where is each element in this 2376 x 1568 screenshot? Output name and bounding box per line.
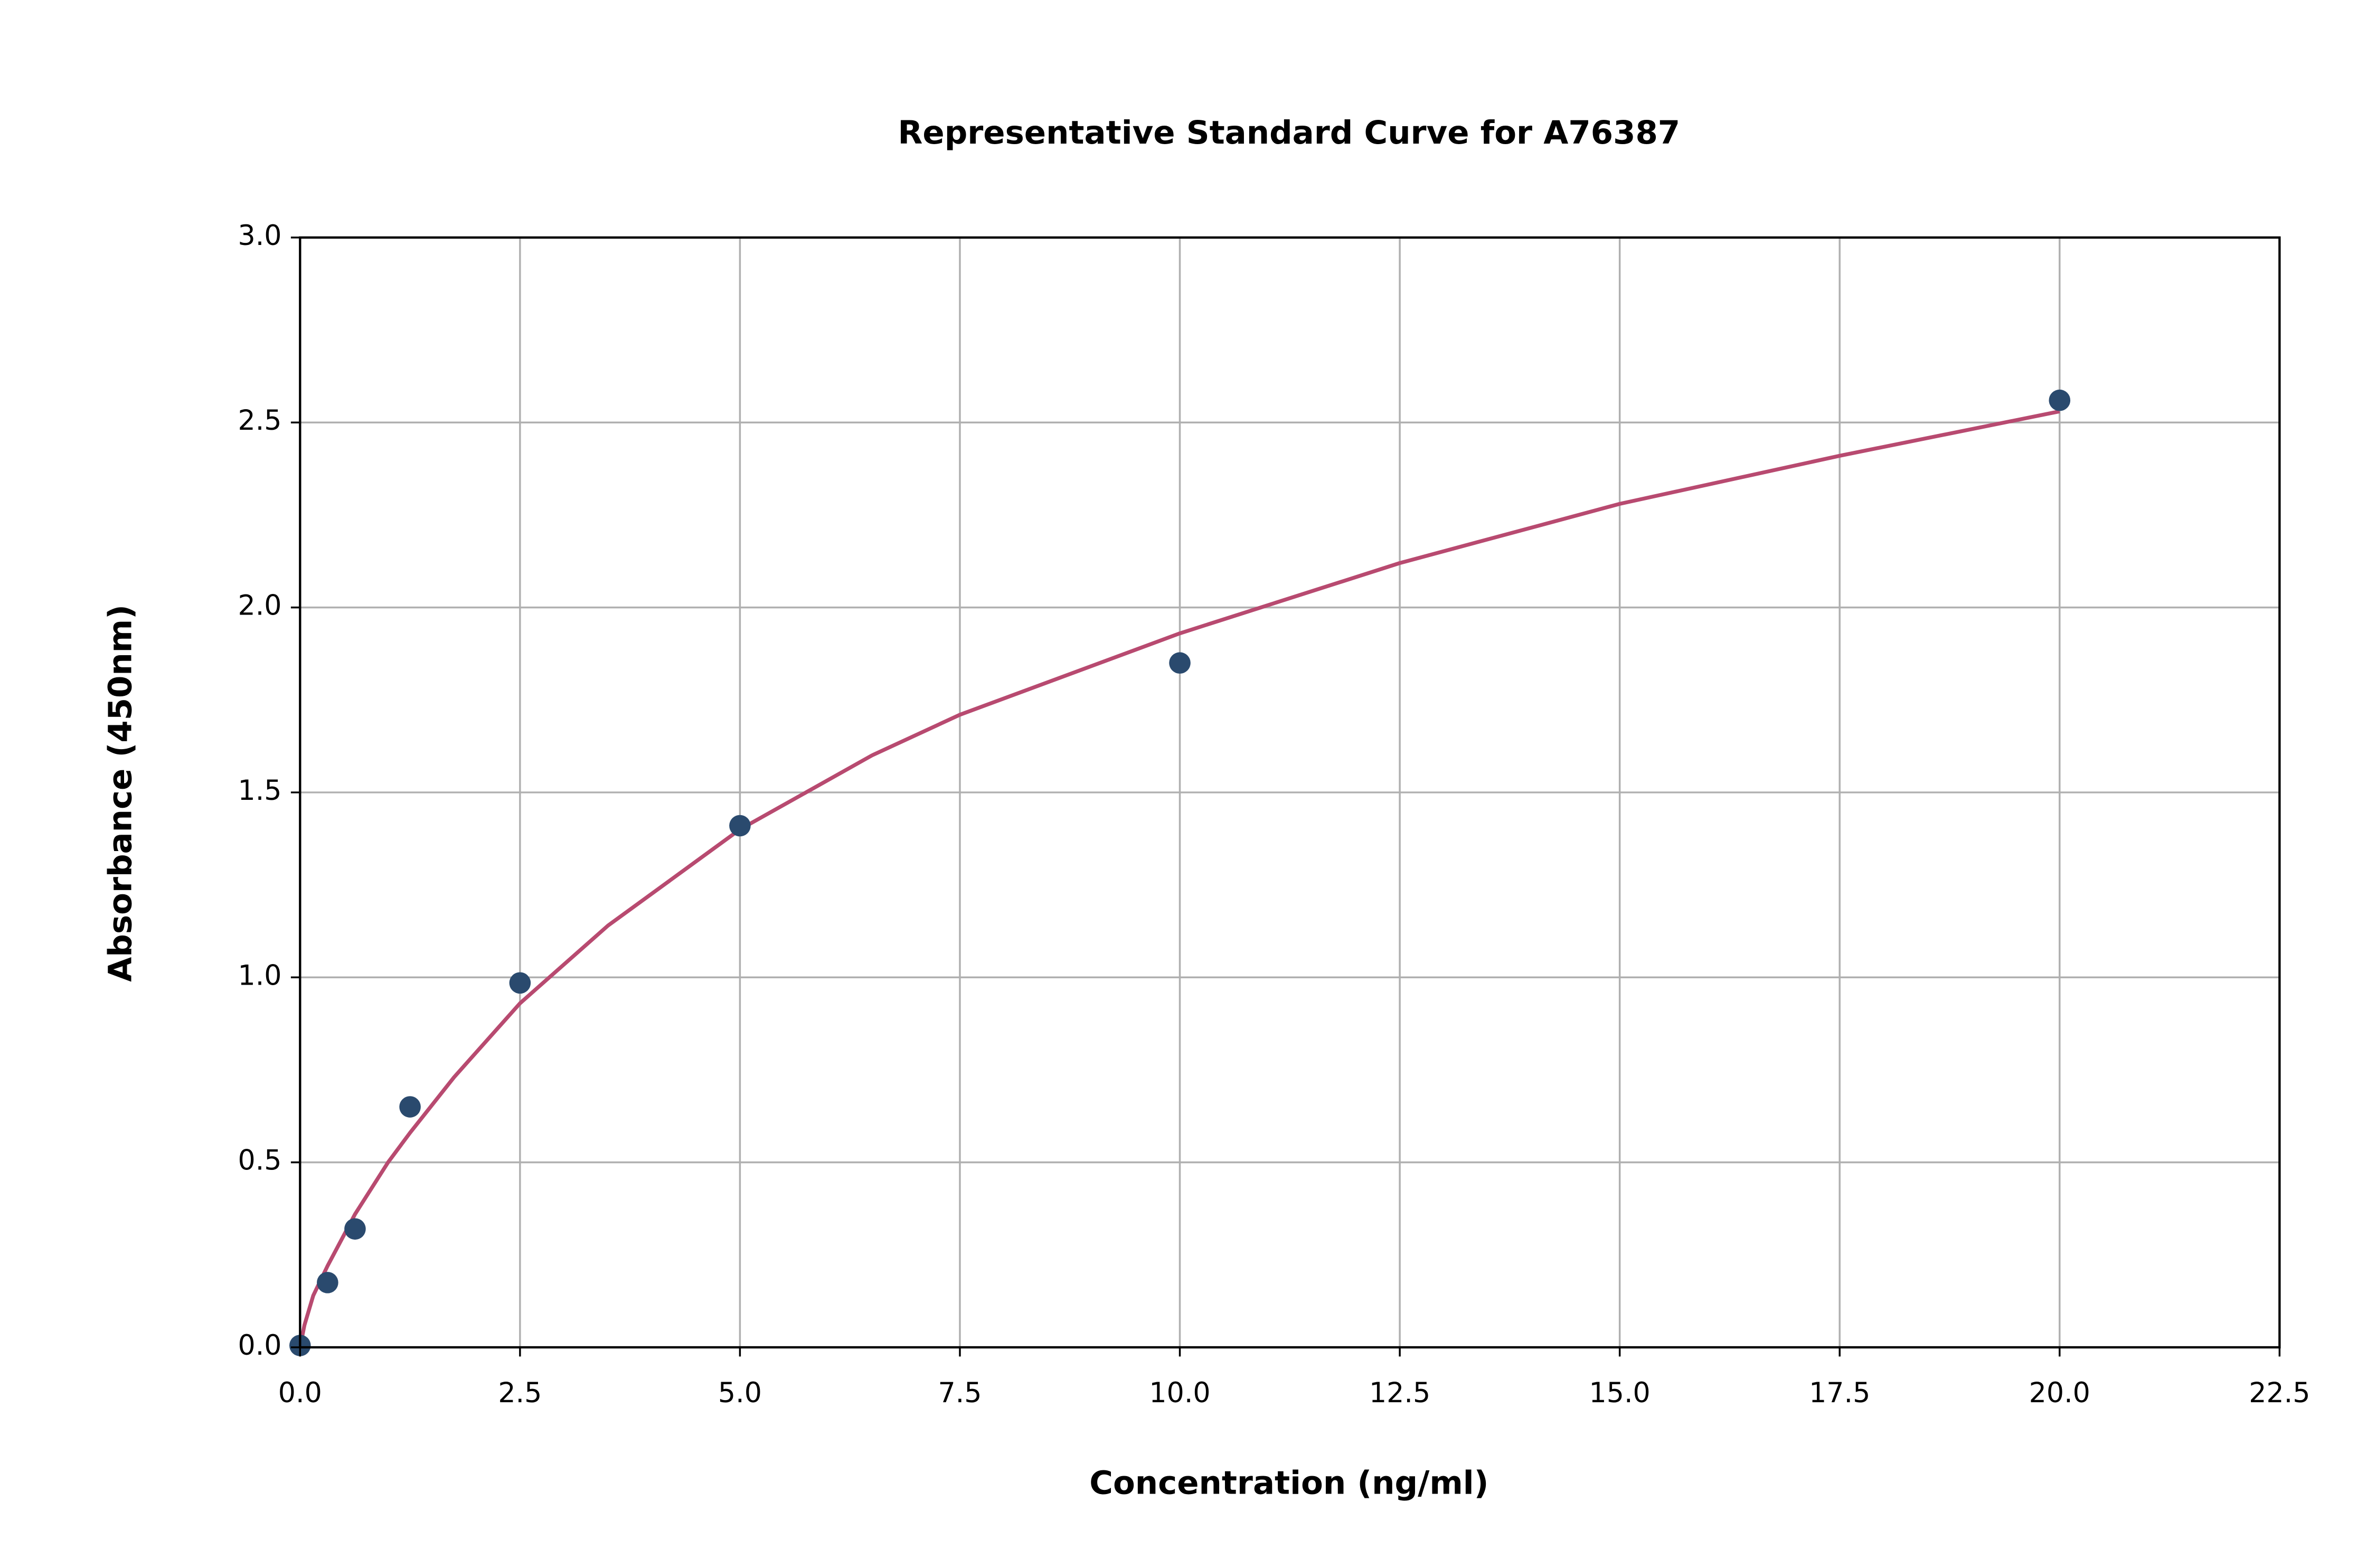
x-tick-label: 15.0: [1589, 1377, 1651, 1409]
x-tick-label: 10.0: [1149, 1377, 1210, 1409]
y-axis-label: Absorbance (450nm): [102, 604, 139, 982]
x-tick-label: 17.5: [1809, 1377, 1870, 1409]
data-point: [2049, 389, 2071, 411]
y-tick-label: 1.5: [238, 775, 282, 807]
data-point: [509, 972, 531, 994]
y-tick-label: 2.5: [238, 405, 282, 437]
x-axis-label: Concentration (ng/ml): [1089, 1465, 1488, 1502]
plot-area: [289, 389, 2071, 1356]
y-tick-label: 2.0: [238, 590, 282, 622]
data-point: [344, 1218, 366, 1240]
x-tick-label: 12.5: [1369, 1377, 1430, 1409]
x-tick-label: 2.5: [498, 1377, 542, 1409]
data-point: [317, 1272, 338, 1293]
data-point: [729, 815, 751, 837]
y-tick-label: 0.5: [238, 1145, 282, 1177]
ticks: 0.0 2.5 5.0 7.5 10.0 12.5 15.0 17.5 20.0 22.5 0.0 0…: [238, 220, 2311, 1409]
x-tick-label: 0.0: [278, 1377, 322, 1409]
chart-title: Representative Standard Curve for A76387: [898, 114, 1681, 152]
x-tick-label: 5.0: [718, 1377, 762, 1409]
y-tick-label: 3.0: [238, 220, 282, 252]
x-tick-label: 7.5: [938, 1377, 982, 1409]
data-point: [1169, 652, 1191, 674]
y-tick-label: 0.0: [238, 1330, 282, 1362]
fit-curve: [298, 409, 2060, 1348]
x-tick-label: 20.0: [2029, 1377, 2090, 1409]
x-tick-label: 22.5: [2249, 1377, 2310, 1409]
y-tick-label: 1.0: [238, 960, 282, 991]
data-point: [399, 1096, 421, 1118]
